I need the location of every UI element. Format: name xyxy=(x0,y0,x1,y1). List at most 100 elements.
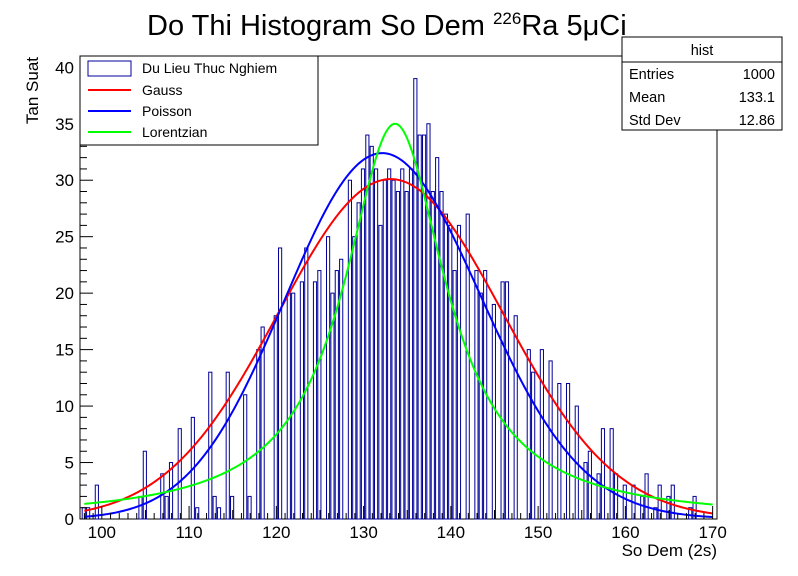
fit-curves xyxy=(84,122,713,519)
stats-box-title: hist xyxy=(691,43,714,59)
histogram-bar xyxy=(365,134,370,520)
x-axis-label: So Dem (2s) xyxy=(622,541,717,560)
y-tick-label: 40 xyxy=(55,58,74,77)
histogram-bar xyxy=(657,484,662,520)
histogram-bar xyxy=(583,462,588,520)
histogram-bar xyxy=(369,145,374,520)
histogram-bar xyxy=(430,191,435,520)
y-axis-label: Tan Suat xyxy=(23,57,42,124)
histogram-bar xyxy=(216,507,222,520)
histogram-bar xyxy=(317,270,322,520)
stats-mean-value: 133.1 xyxy=(739,90,775,106)
histogram-bar xyxy=(452,270,457,520)
histogram-bar xyxy=(670,484,675,520)
histogram-bars xyxy=(81,78,697,520)
histogram-bar xyxy=(374,168,379,520)
histogram-bar xyxy=(304,247,309,520)
stats-entries-label: Entries xyxy=(629,67,674,83)
legend: Du Lieu Thuc Nghiem Gauss Poisson Lorent… xyxy=(79,55,319,146)
histogram-bar xyxy=(557,382,562,520)
histogram-bar xyxy=(413,78,418,520)
histogram-bar xyxy=(195,507,200,520)
histogram-bar xyxy=(439,191,444,520)
histogram-bar xyxy=(330,292,335,520)
histogram-bar xyxy=(596,473,601,520)
chart-title-superscript: 226 xyxy=(493,9,521,28)
y-tick-label: 5 xyxy=(65,454,74,473)
x-axis: 100 110 120 130 140 150 160 170 xyxy=(83,506,727,542)
histogram-bar xyxy=(378,224,383,520)
histogram-bar xyxy=(291,292,296,520)
histogram-bar xyxy=(587,450,592,520)
histogram-bar xyxy=(382,179,387,520)
x-tick-label: 170 xyxy=(698,523,726,542)
histogram-bar xyxy=(548,360,553,520)
y-tick-label: 30 xyxy=(55,171,74,190)
histogram-bar xyxy=(387,168,392,520)
stats-box: hist Entries 1000 Mean 133.1 Std Dev 12.… xyxy=(621,36,783,131)
histogram-bar xyxy=(613,473,619,520)
histogram-bar xyxy=(256,349,261,520)
histogram-bar xyxy=(404,191,409,520)
histogram-bar xyxy=(391,179,396,520)
histogram-bar xyxy=(247,495,252,520)
histogram-bar xyxy=(426,123,431,520)
y-tick-label: 25 xyxy=(55,228,74,247)
chart-title-suffix: Ra 5μCi xyxy=(521,10,626,42)
y-tick-label: 15 xyxy=(55,341,74,360)
legend-label-histogram: Du Lieu Thuc Nghiem xyxy=(142,60,277,76)
y-axis: 0 5 10 15 20 25 30 35 40 xyxy=(55,55,93,529)
stats-stddev-label: Std Dev xyxy=(629,113,681,129)
histogram-bar xyxy=(531,371,536,520)
histogram-bar xyxy=(360,168,366,520)
histogram-bar xyxy=(356,202,361,520)
histogram-bar xyxy=(400,168,405,520)
legend-swatch-histogram xyxy=(87,60,132,77)
histogram-bar xyxy=(526,349,531,520)
histogram-bar xyxy=(491,303,496,520)
histogram-bar xyxy=(286,292,291,520)
histogram-bar xyxy=(478,292,483,520)
histogram-bar xyxy=(688,507,693,520)
x-tick-label: 120 xyxy=(262,523,290,542)
x-tick-label: 150 xyxy=(524,523,552,542)
histogram-bar xyxy=(474,270,479,520)
histogram-bar xyxy=(225,371,230,520)
histogram-bar xyxy=(640,495,645,520)
histogram-bar xyxy=(164,495,169,520)
x-tick-label: 140 xyxy=(437,523,465,542)
histogram-bar xyxy=(347,179,352,520)
stats-entries-value: 1000 xyxy=(743,67,775,83)
x-tick-label: 110 xyxy=(176,523,203,542)
histogram-bar xyxy=(666,495,671,520)
histogram-bar xyxy=(622,484,627,520)
histogram-bar xyxy=(513,315,518,520)
histogram-bar xyxy=(212,495,217,520)
histogram-bar xyxy=(312,281,318,520)
histogram-bar xyxy=(273,315,278,520)
histogram-bar xyxy=(339,258,344,520)
histogram-bar xyxy=(408,168,414,520)
y-tick-label: 35 xyxy=(55,115,74,134)
fit-curve-gauss xyxy=(84,178,713,515)
histogram-bar xyxy=(260,326,265,520)
x-tick-label: 100 xyxy=(88,523,116,542)
x-tick-label: 130 xyxy=(349,523,377,542)
stats-mean-label: Mean xyxy=(629,90,665,106)
legend-label-gauss: Gauss xyxy=(142,82,182,98)
y-tick-label: 0 xyxy=(65,510,74,529)
histogram-bar xyxy=(504,281,510,520)
histogram-bar xyxy=(609,428,614,520)
histogram-bar xyxy=(334,270,339,520)
histogram-bar xyxy=(230,495,235,520)
y-tick-label: 10 xyxy=(55,397,74,416)
histogram-bar xyxy=(352,236,357,520)
x-tick-label: 160 xyxy=(611,523,639,542)
chart-title-main: Do Thi Histogram So Dem xyxy=(147,10,493,42)
legend-frame xyxy=(79,55,319,146)
y-tick-label: 20 xyxy=(55,284,74,303)
legend-label-poisson: Poisson xyxy=(142,103,192,119)
fit-curve-lorentzian xyxy=(84,122,713,506)
histogram-bar xyxy=(600,428,606,520)
